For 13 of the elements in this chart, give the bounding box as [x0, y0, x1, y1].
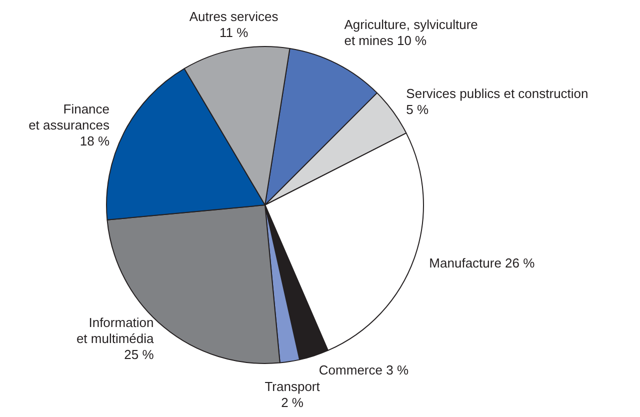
data-label: 11 % [219, 25, 249, 40]
slice-label: Information et multimédia [76, 315, 155, 346]
slice-label: Transport [264, 378, 320, 394]
data-label: 5 % [406, 102, 430, 118]
data-label: 2 % [281, 394, 304, 410]
data-label: 18 % [80, 133, 110, 148]
slice-label: Commerce 3 % [318, 362, 409, 378]
slice-label: Manufacture 26 % [429, 256, 536, 271]
slice-label: Agriculture, sylviculture et mines 10 % [344, 17, 478, 48]
slice-label: Finance et assurances [28, 101, 110, 132]
data-label: 25 % [124, 347, 154, 362]
slice-label: Services publics et construction [406, 86, 588, 102]
slice-label: Autres services [189, 9, 279, 24]
